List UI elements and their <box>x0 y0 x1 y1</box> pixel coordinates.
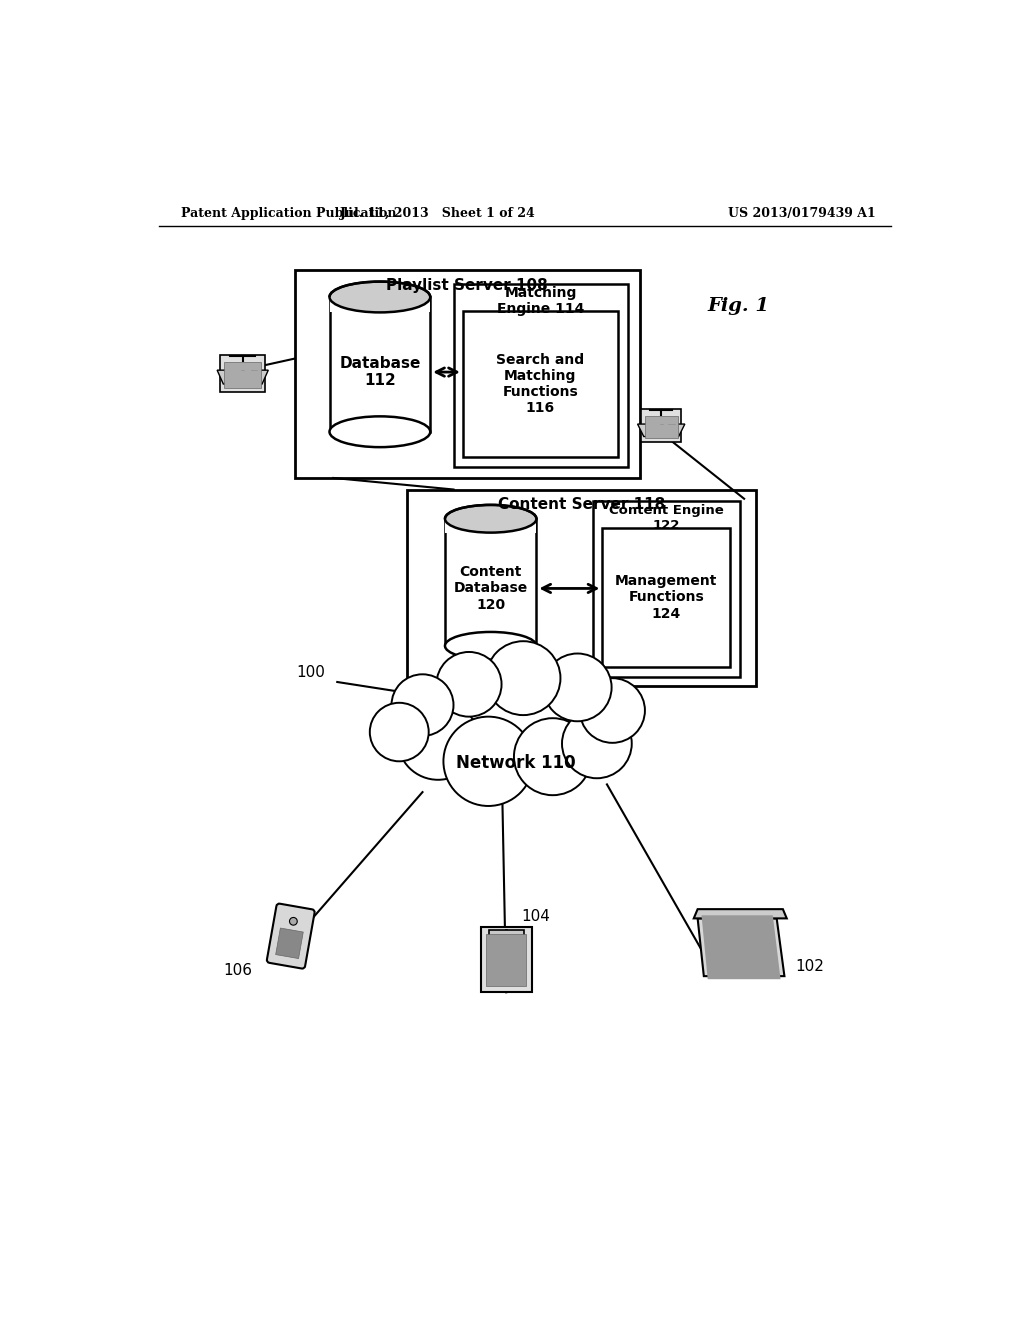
Text: Management
Functions
124: Management Functions 124 <box>615 574 718 620</box>
Polygon shape <box>693 909 786 919</box>
Text: Matching
Engine 114: Matching Engine 114 <box>497 285 585 315</box>
Text: 100: 100 <box>297 665 326 680</box>
Text: Network 110: Network 110 <box>456 754 575 772</box>
Circle shape <box>544 653 611 721</box>
Ellipse shape <box>445 504 537 532</box>
Circle shape <box>370 702 429 762</box>
FancyBboxPatch shape <box>480 927 531 991</box>
Bar <box>330 297 430 313</box>
Text: Patent Application Publication: Patent Application Publication <box>180 207 396 220</box>
Polygon shape <box>697 919 784 977</box>
Text: Content Engine
122: Content Engine 122 <box>609 504 724 532</box>
Bar <box>486 933 526 986</box>
Bar <box>445 519 537 533</box>
Text: 104: 104 <box>521 909 550 924</box>
FancyBboxPatch shape <box>641 409 681 442</box>
Bar <box>275 928 303 958</box>
Polygon shape <box>217 370 268 384</box>
Text: Fig. 1: Fig. 1 <box>708 297 770 315</box>
Circle shape <box>580 678 645 743</box>
Text: Playlist Server 108: Playlist Server 108 <box>386 279 548 293</box>
Bar <box>295 271 640 478</box>
FancyBboxPatch shape <box>267 904 314 969</box>
Circle shape <box>397 700 478 780</box>
Text: Jul. 11, 2013   Sheet 1 of 24: Jul. 11, 2013 Sheet 1 of 24 <box>340 207 536 220</box>
Text: Content Server 118: Content Server 118 <box>498 498 665 512</box>
Text: 106: 106 <box>223 964 253 978</box>
Circle shape <box>290 917 297 925</box>
Ellipse shape <box>330 281 430 313</box>
Text: 102: 102 <box>796 960 824 974</box>
Bar <box>224 363 261 388</box>
Text: Content
Database
120: Content Database 120 <box>454 565 527 611</box>
Circle shape <box>562 709 632 779</box>
Circle shape <box>391 675 454 737</box>
Circle shape <box>436 652 502 717</box>
Bar <box>602 528 730 667</box>
Circle shape <box>443 717 534 807</box>
Circle shape <box>514 718 592 795</box>
Bar <box>463 312 617 457</box>
Circle shape <box>486 642 560 715</box>
Bar <box>445 519 537 645</box>
Text: Database
112: Database 112 <box>339 356 421 388</box>
Polygon shape <box>638 424 685 437</box>
Text: US 2013/0179439 A1: US 2013/0179439 A1 <box>728 207 877 220</box>
Bar <box>330 297 430 432</box>
FancyBboxPatch shape <box>220 355 265 392</box>
Bar <box>454 284 628 467</box>
Ellipse shape <box>445 632 537 660</box>
FancyBboxPatch shape <box>488 929 523 936</box>
Text: Search and
Matching
Functions
116: Search and Matching Functions 116 <box>497 352 585 416</box>
Polygon shape <box>701 915 780 979</box>
Bar <box>593 502 740 677</box>
Ellipse shape <box>330 416 430 447</box>
Bar <box>645 416 678 438</box>
Bar <box>407 490 756 686</box>
